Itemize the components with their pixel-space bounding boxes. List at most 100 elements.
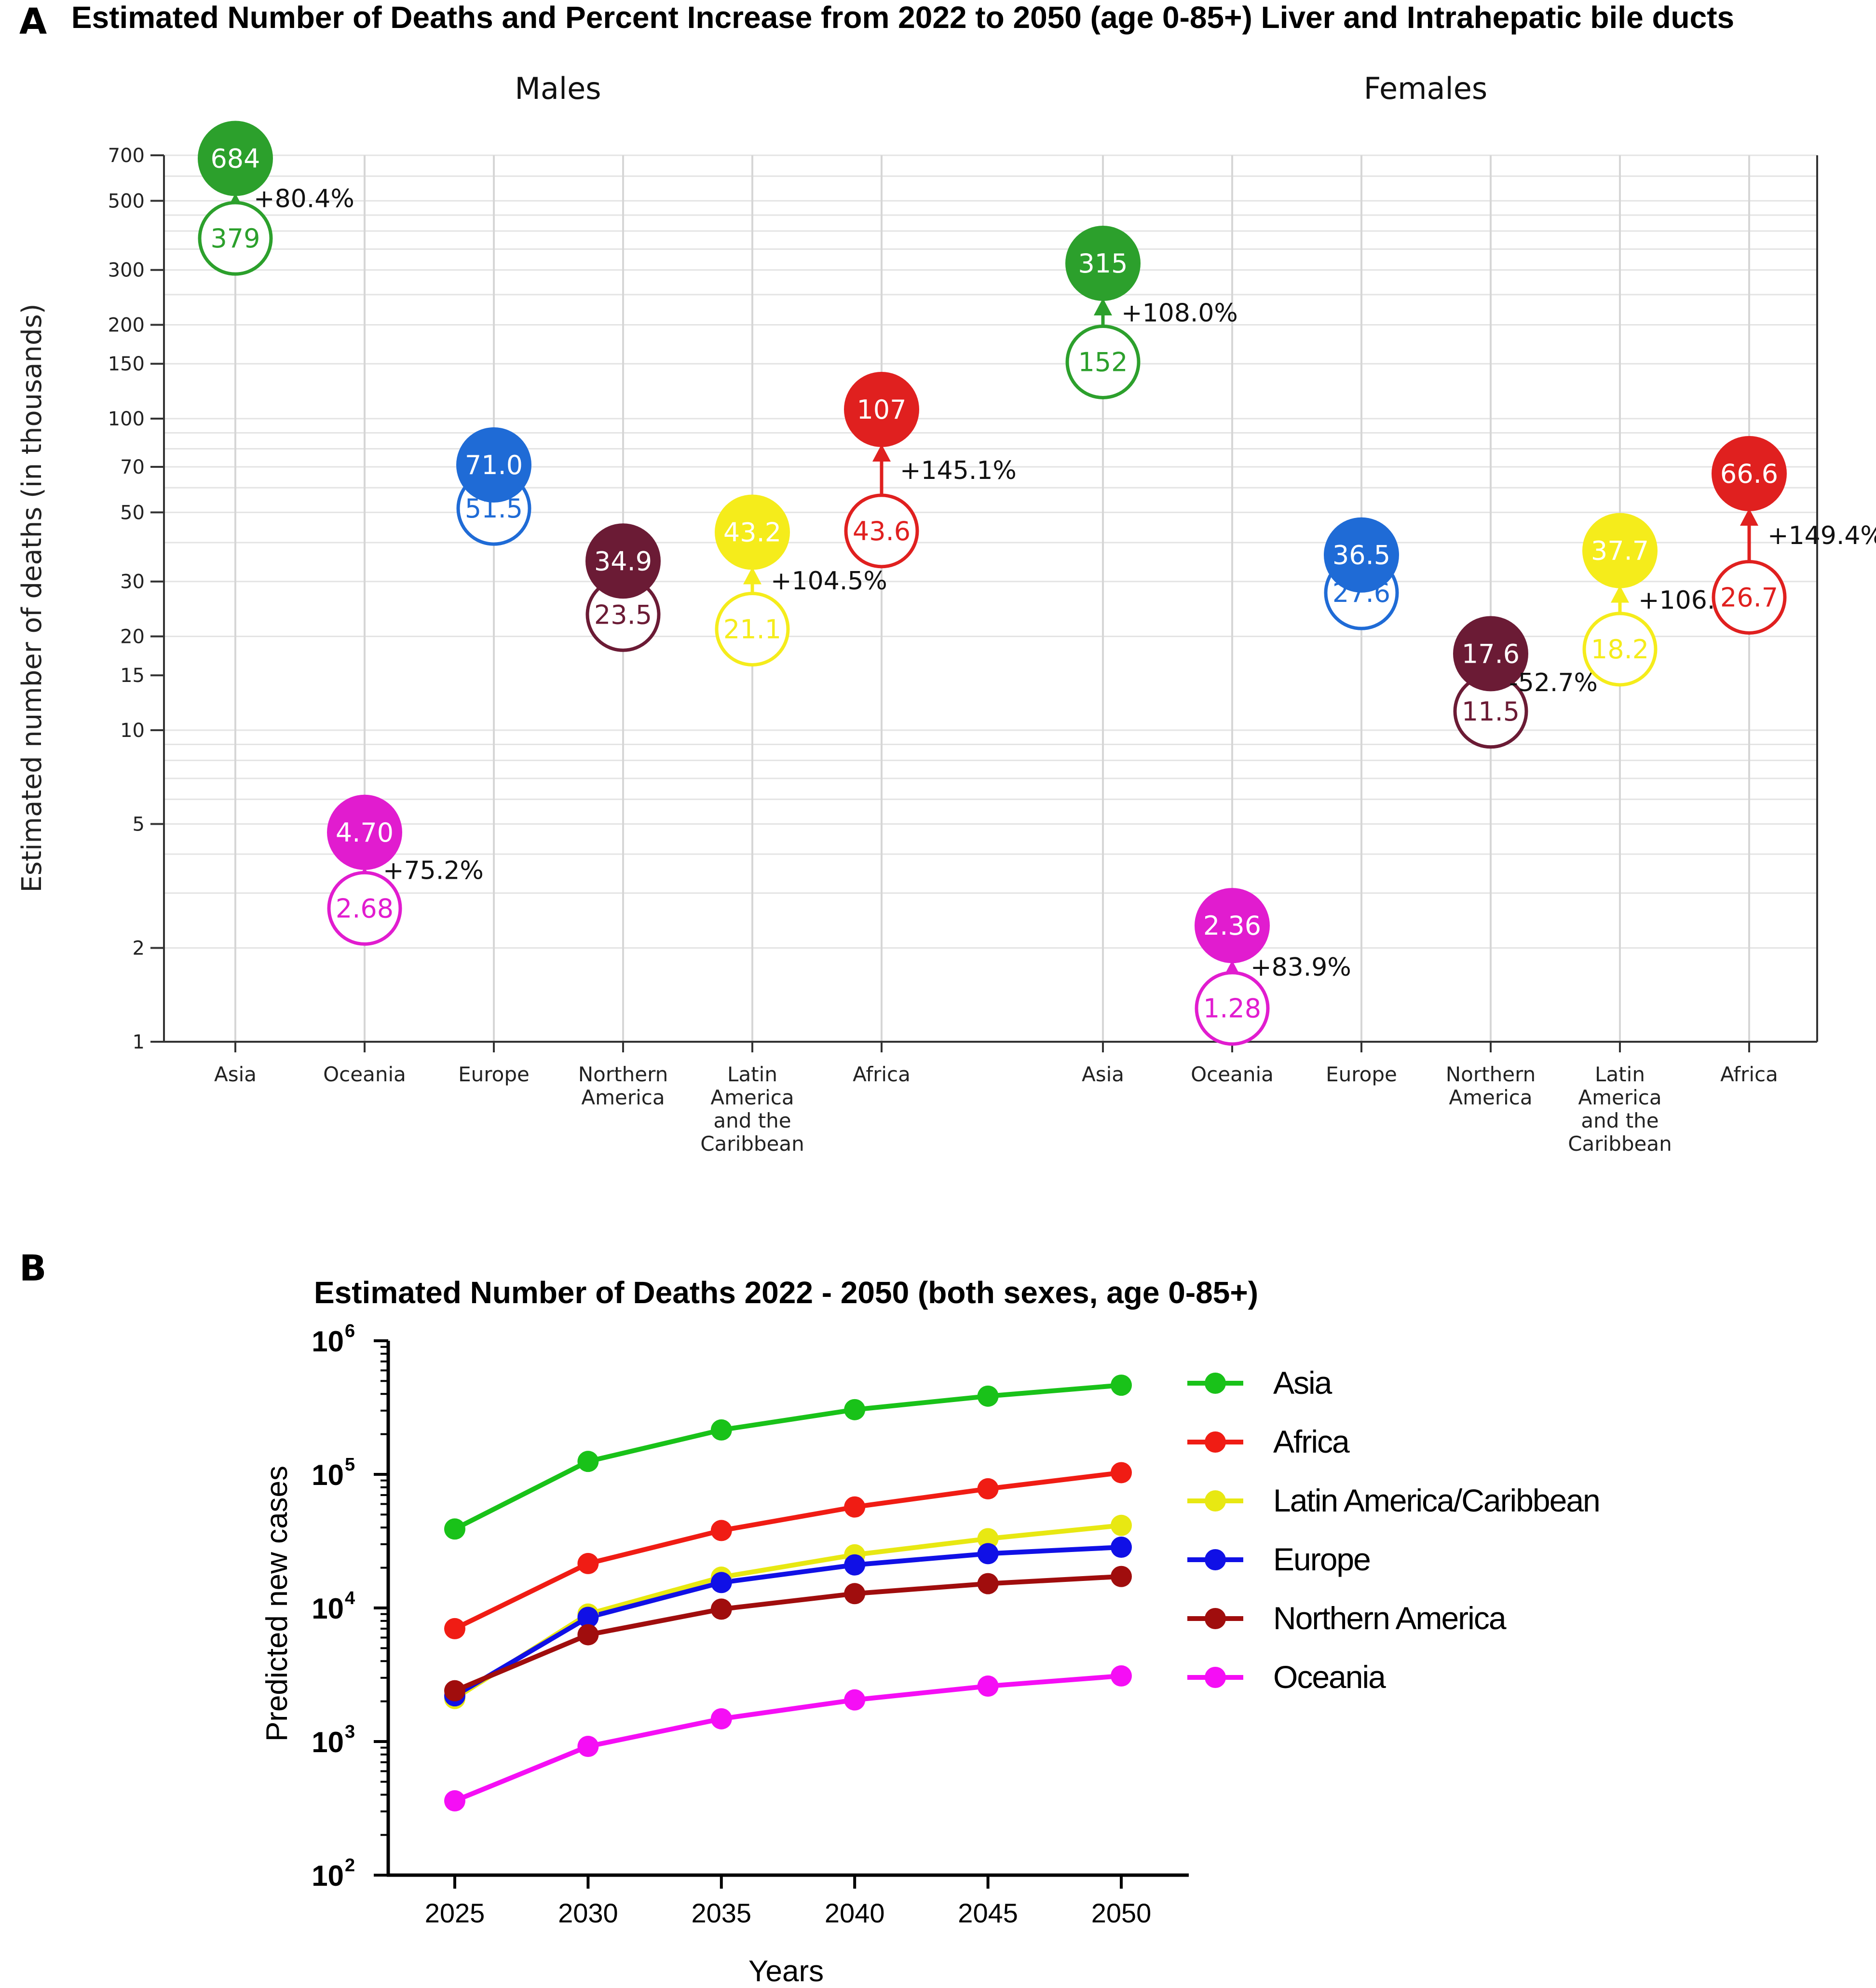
data-point-europe — [1111, 1537, 1132, 1558]
data-point-africa — [444, 1618, 465, 1639]
y-tick-label: 150 — [108, 353, 145, 375]
y-tick-label: 20 — [120, 626, 145, 648]
y-tick-label: 500 — [108, 190, 145, 212]
arrow-head-females-asia — [1094, 298, 1112, 316]
value-2050-females-oceania: 2.36 — [1203, 911, 1261, 941]
y-tick-label: 1 — [133, 1031, 145, 1053]
pct-change-females-latin-america-and-the-caribbean: +106.. — [1638, 586, 1723, 615]
x-tick-label-line: America — [710, 1086, 794, 1109]
x-tick-label-line: America — [581, 1086, 665, 1109]
marker-2050-females-asia — [1065, 226, 1141, 301]
x-tick-label-line: Europe — [458, 1062, 530, 1086]
data-point-africa — [710, 1520, 732, 1541]
x-tick-label: 2045 — [958, 1898, 1018, 1928]
marker-2050-females-africa — [1712, 436, 1787, 511]
y-tick-label: 200 — [108, 314, 145, 336]
y-tick-label: 15 — [120, 665, 145, 687]
x-tick-label-males-oceania: Oceania — [323, 1062, 406, 1086]
value-2022-females-latin-america-and-the-caribbean: 18.2 — [1591, 634, 1649, 665]
y-tick-label: 50 — [120, 502, 145, 524]
panel-a-marks: 379684+80.4%2.684.70+75.2%51.571.023.534… — [198, 121, 1876, 1046]
group-header-males: Males — [515, 71, 601, 106]
value-2050-males-latin-america-and-the-caribbean: 43.2 — [723, 517, 781, 547]
x-tick-label-females-oceania: Oceania — [1191, 1062, 1274, 1086]
marker-2050-males-oceania — [327, 794, 402, 870]
legend-label-africa: Africa — [1273, 1424, 1350, 1459]
x-tick-label: 2050 — [1091, 1898, 1152, 1928]
pct-change-males-africa: +145.1% — [900, 456, 1017, 485]
x-tick-label-line: Africa — [1720, 1062, 1778, 1086]
series-line-europe — [453, 1545, 1122, 1698]
data-point-northern-america — [1111, 1566, 1132, 1587]
series-line-africa — [453, 1470, 1122, 1631]
value-2022-females-northern-america: 11.5 — [1462, 696, 1520, 727]
value-2050-females-northern-america: 17.6 — [1462, 639, 1520, 669]
value-2050-females-europe: 36.5 — [1332, 540, 1390, 571]
marker-2050-females-northern-america — [1453, 616, 1528, 692]
data-point-europe — [577, 1607, 599, 1628]
y-tick-label-base: 10 — [312, 1325, 344, 1358]
y-tick-label-base: 10 — [312, 1860, 344, 1892]
value-2022-males-northern-america: 23.5 — [594, 599, 652, 630]
data-point-oceania — [1111, 1665, 1132, 1687]
arrow-head-females-latin-america-and-the-caribbean — [1611, 585, 1629, 603]
data-point-oceania — [844, 1689, 866, 1711]
legend-label-asia: Asia — [1273, 1365, 1332, 1401]
value-2050-males-asia: 684 — [210, 143, 260, 174]
x-tick-label-males-europe: Europe — [458, 1062, 530, 1086]
x-tick-label-line: Europe — [1326, 1062, 1397, 1086]
x-tick-label-line: Latin — [727, 1062, 777, 1086]
value-2050-females-africa: 66.6 — [1720, 459, 1778, 489]
series-line-asia — [453, 1383, 1122, 1531]
panel-b-label: B — [19, 1248, 46, 1289]
y-tick-label: 10 — [120, 720, 145, 742]
x-tick-label-line: America — [1449, 1086, 1532, 1109]
data-point-asia — [444, 1518, 465, 1540]
data-point-asia — [844, 1399, 866, 1420]
panel-b-x-axis-label: Years — [748, 1955, 824, 1986]
x-tick-label-line: Oceania — [1191, 1062, 1274, 1086]
marker-2050-males-asia — [198, 121, 273, 196]
marker-2050-males-africa — [844, 371, 919, 447]
x-tick-label-line: Africa — [853, 1062, 911, 1086]
pct-change-females-asia: +108.0% — [1121, 299, 1238, 327]
marker-2022-males-asia — [198, 201, 273, 276]
pct-change-females-africa: +149.4% — [1767, 521, 1876, 550]
data-point-africa — [577, 1552, 599, 1574]
value-2022-females-oceania: 1.28 — [1203, 994, 1261, 1024]
x-tick-label-males-latin-america-and-the-caribbean: Latin America and the Caribbean — [700, 1062, 804, 1156]
data-point-europe — [844, 1554, 866, 1576]
data-point-oceania — [710, 1708, 732, 1729]
x-tick-label-line: Oceania — [323, 1062, 406, 1086]
legend-label-latin-america-caribbean: Latin America/Caribbean — [1273, 1483, 1600, 1518]
legend-marker-northern-america — [1205, 1608, 1226, 1629]
x-tick-label-line: Northern — [578, 1062, 668, 1086]
x-tick-label-males-asia: Asia — [214, 1062, 257, 1086]
marker-2050-females-latin-america-and-the-caribbean — [1582, 513, 1658, 588]
y-tick-label-exponent: 5 — [345, 1455, 355, 1475]
x-tick-label-females-asia: Asia — [1082, 1062, 1124, 1086]
marker-2050-females-europe — [1324, 517, 1399, 593]
x-tick-label: 2025 — [425, 1898, 485, 1928]
y-tick-label-exponent: 4 — [345, 1588, 355, 1608]
value-2050-females-latin-america-and-the-caribbean: 37.7 — [1591, 536, 1649, 566]
data-point-northern-america — [444, 1680, 465, 1702]
data-point-northern-america — [710, 1598, 732, 1620]
value-2050-males-africa: 107 — [856, 395, 906, 425]
data-point-asia — [577, 1451, 599, 1472]
x-tick-label-line: Latin — [1595, 1062, 1645, 1086]
data-point-africa — [844, 1496, 866, 1518]
y-tick-label-base: 10 — [312, 1726, 344, 1758]
data-point-northern-america — [977, 1573, 999, 1594]
x-tick-label-females-africa: Africa — [1720, 1062, 1778, 1086]
data-point-latin-america-caribbean — [977, 1528, 999, 1550]
marker-2050-males-northern-america — [585, 523, 661, 599]
data-point-oceania — [577, 1736, 599, 1757]
x-tick-label-males-northern-america: Northern America — [578, 1062, 668, 1109]
panel-a-y-axis-label: Estimated number of deaths (in thousands… — [16, 303, 48, 892]
marker-2022-females-oceania — [1195, 971, 1270, 1046]
y-tick-label-exponent: 6 — [345, 1321, 355, 1341]
arrow-head-males-latin-america-and-the-caribbean — [743, 567, 761, 585]
x-tick-label-line: Asia — [1082, 1062, 1124, 1086]
